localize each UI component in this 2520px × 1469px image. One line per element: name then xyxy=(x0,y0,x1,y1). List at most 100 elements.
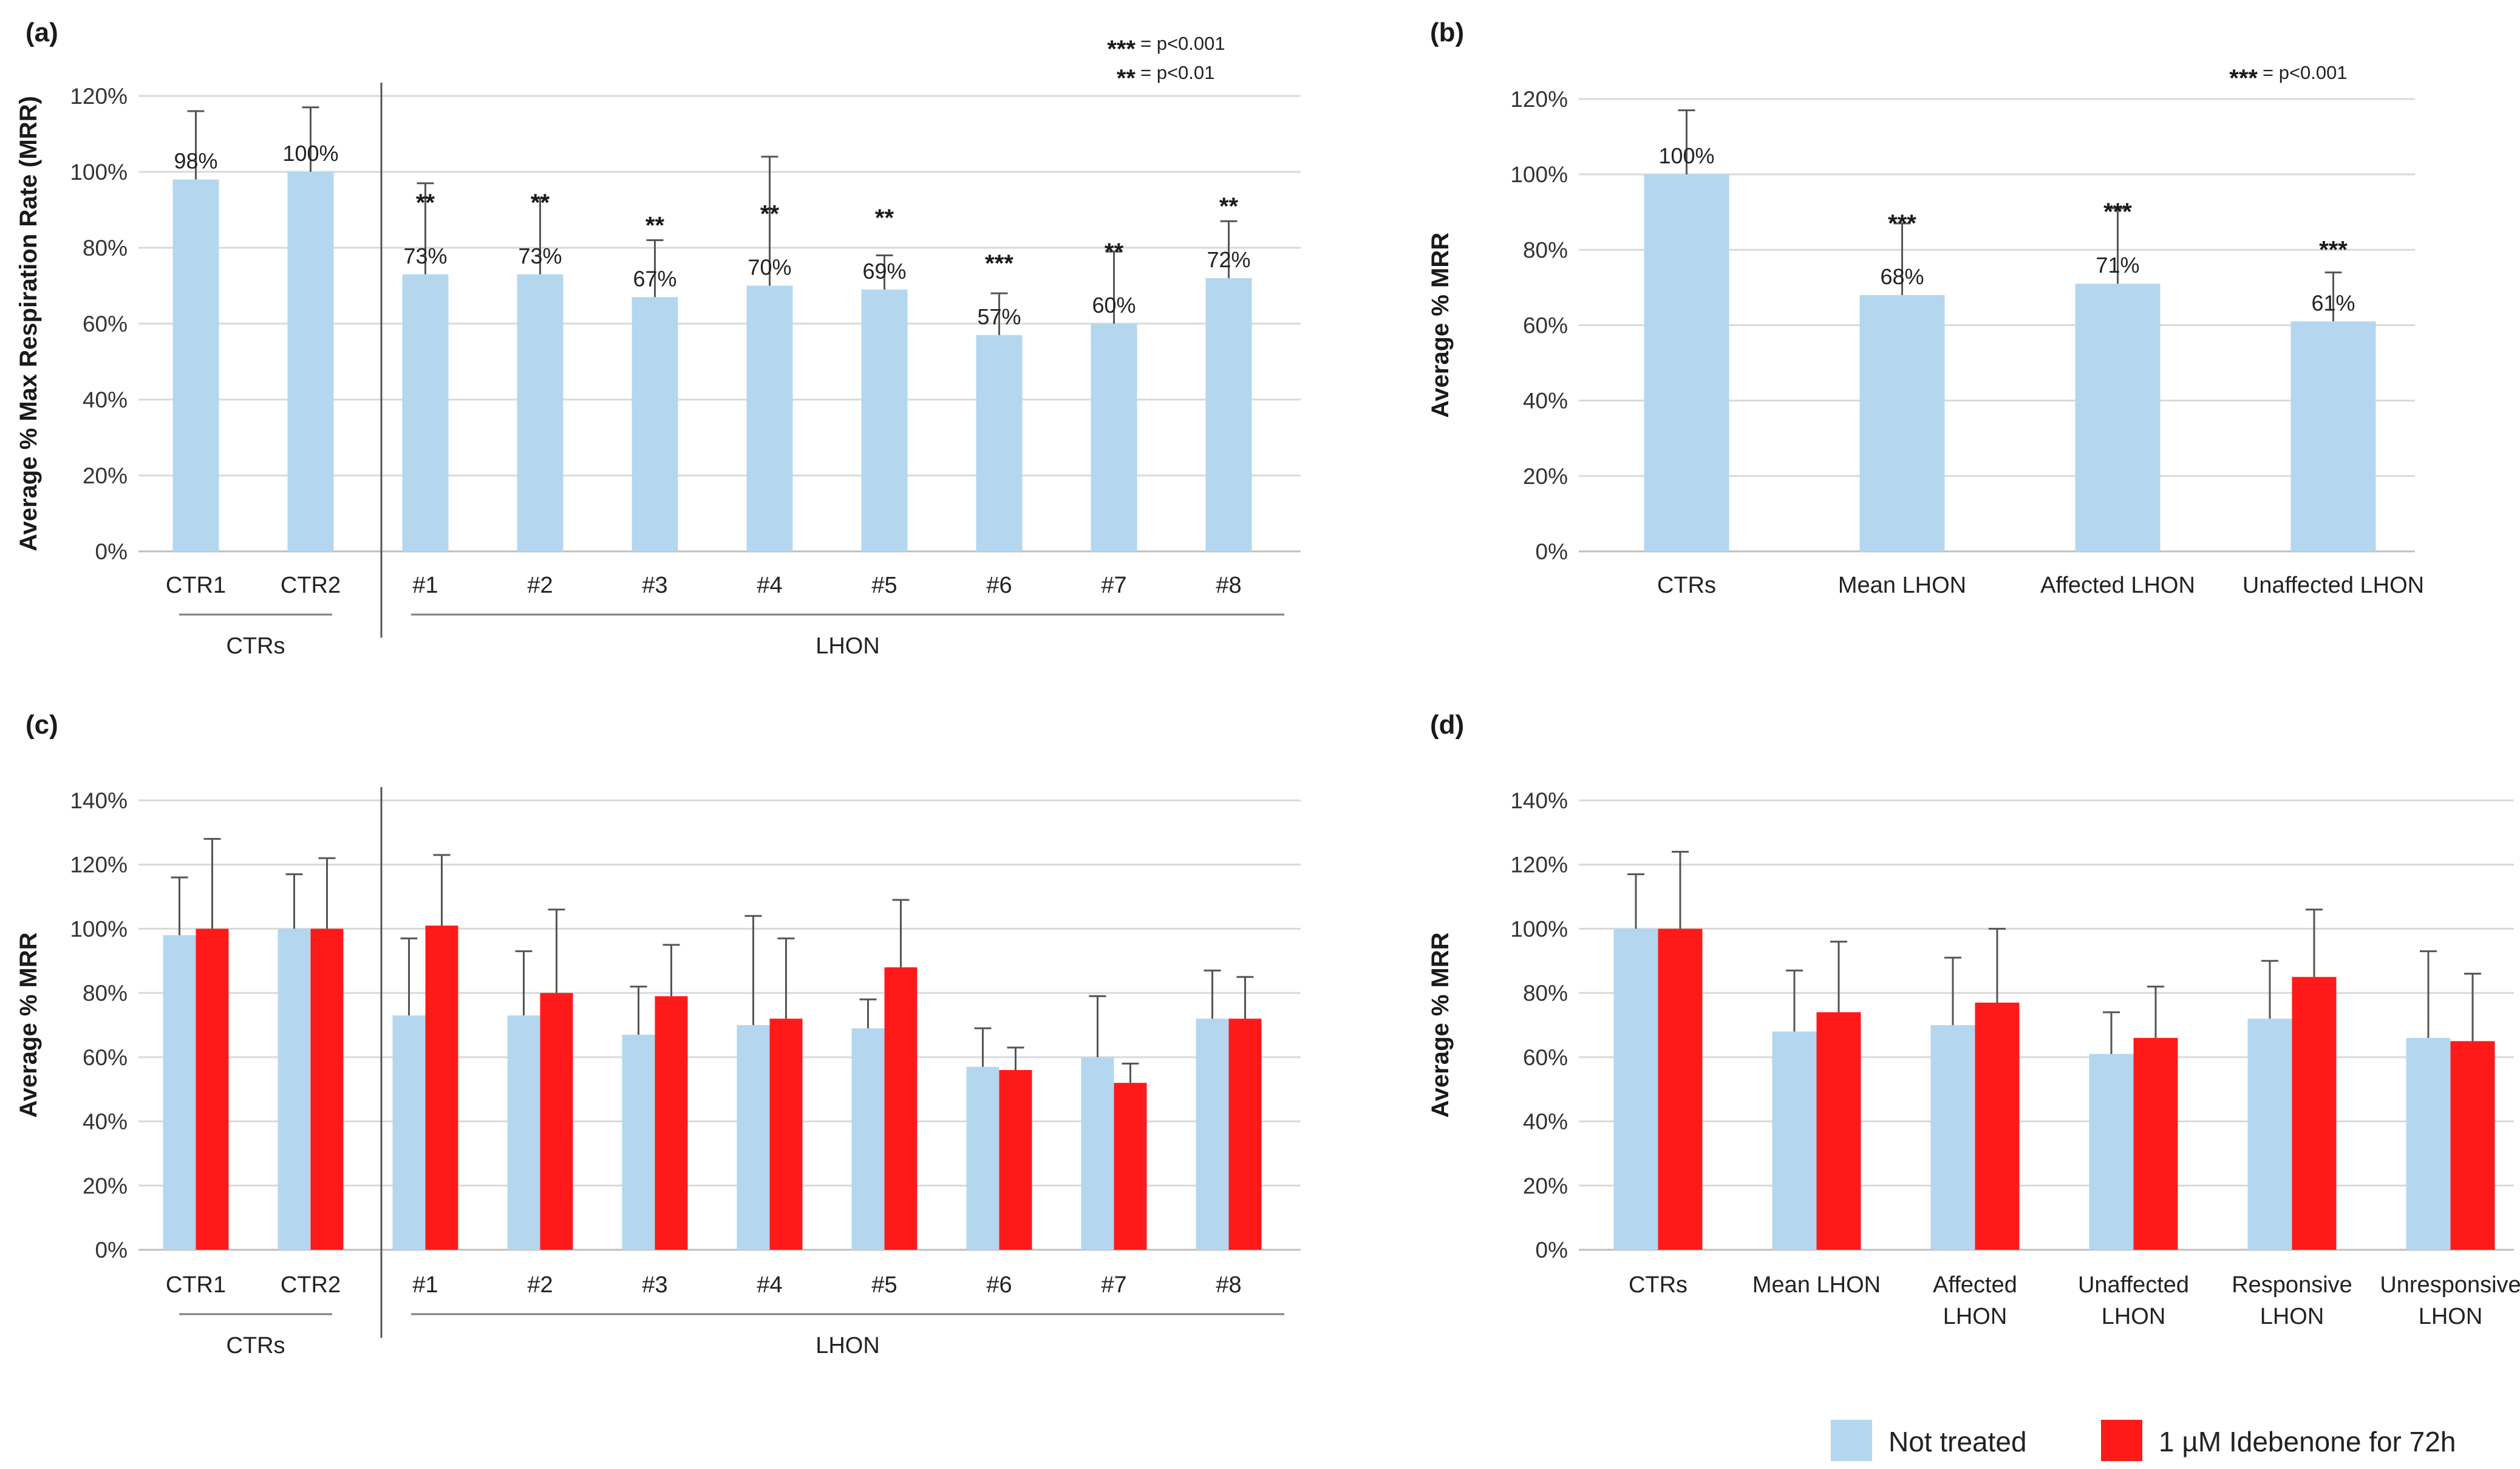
bar xyxy=(737,1025,770,1250)
significance-mark: ** xyxy=(1105,239,1124,265)
x-tick-label: Responsive LHON xyxy=(2232,1272,2352,1329)
x-tick-label: #1 xyxy=(412,573,438,598)
y-tick-label: 20% xyxy=(1523,1173,1568,1198)
bar xyxy=(622,1034,655,1250)
x-tick-label: Affected LHON xyxy=(1933,1272,2017,1329)
bar xyxy=(632,297,678,551)
bar xyxy=(540,993,573,1250)
x-tick-label: CTR2 xyxy=(281,1272,341,1298)
x-tick-label: #8 xyxy=(1216,573,1241,598)
y-tick-label: 60% xyxy=(83,1045,128,1070)
data-label: 61% xyxy=(2311,290,2355,315)
bar xyxy=(655,996,688,1250)
y-tick-label: 120% xyxy=(1510,87,1568,112)
legend-label: Not treated xyxy=(1888,1426,2027,1457)
note-text: = p<0.01 xyxy=(1140,62,1214,83)
x-tick-label: CTR1 xyxy=(166,573,226,598)
note-text: = p<0.001 xyxy=(2263,62,2348,83)
significance-mark: ** xyxy=(416,189,435,216)
bar xyxy=(2450,1041,2495,1250)
bar xyxy=(1081,1057,1114,1250)
bar xyxy=(851,1028,885,1250)
y-axis-label: Average % MRR xyxy=(1427,233,1454,418)
chart-panel-2: (b) 0% 20% 40% 60% 80% 100% 120% Average % MRR 10… xyxy=(1427,18,2424,598)
y-tick-label: 80% xyxy=(1523,981,1568,1006)
bar xyxy=(196,929,229,1250)
y-axis-label: Average % MRR xyxy=(15,932,42,1117)
x-tick-label: Mean LHON xyxy=(1752,1272,1881,1298)
bar xyxy=(517,274,564,551)
x-tick-label: #2 xyxy=(527,1272,553,1298)
significance-mark: ** xyxy=(531,189,550,216)
panel-letter: (b) xyxy=(1430,18,1464,47)
legend-swatch xyxy=(1831,1420,1872,1461)
bar xyxy=(278,929,311,1250)
x-tick-label: #5 xyxy=(871,1272,897,1298)
chart-panel-3: (c) 0% 20% 40% 60% 80% 100% 120% 140% Average % M… xyxy=(15,710,1301,1358)
y-tick-label: 80% xyxy=(83,236,128,261)
y-tick-label: 40% xyxy=(1523,389,1568,414)
significance-mark: *** xyxy=(1888,210,1916,237)
x-tick-label: #4 xyxy=(757,573,782,598)
legend-swatch xyxy=(2101,1420,2142,1461)
bar xyxy=(861,289,908,551)
y-tick-label: 40% xyxy=(83,387,128,412)
x-tick-label: Mean LHON xyxy=(1838,573,1966,598)
y-tick-label: 40% xyxy=(1523,1109,1568,1134)
x-tick-label: #2 xyxy=(527,573,553,598)
x-tick-label: #3 xyxy=(642,573,667,598)
chart-panel-4: (d) 0% 20% 40% 60% 80% 100% 120% 140% Average % M… xyxy=(1427,710,2520,1329)
x-tick-label: CTRs xyxy=(1657,573,1716,598)
bar xyxy=(507,1015,540,1250)
bar xyxy=(1196,1018,1229,1250)
y-tick-label: 120% xyxy=(1510,853,1568,878)
bar xyxy=(1975,1003,2020,1250)
x-tick-label: #4 xyxy=(757,1272,782,1298)
x-tick-label: #7 xyxy=(1101,573,1126,598)
note-stars: *** xyxy=(2229,65,2258,92)
data-label: 98% xyxy=(174,149,217,174)
y-tick-label: 80% xyxy=(83,981,128,1006)
panel-letter: (c) xyxy=(26,710,58,740)
bar xyxy=(425,925,458,1250)
legend: Not treated 1 µM Idebenone for 72h xyxy=(1831,1420,2456,1461)
bar xyxy=(884,967,918,1250)
bar xyxy=(1091,324,1137,551)
significance-mark: ** xyxy=(760,201,780,228)
y-tick-label: 0% xyxy=(1536,1238,1568,1263)
x-tick-label: #5 xyxy=(871,573,897,598)
data-label: 71% xyxy=(2096,253,2139,278)
y-tick-label: 80% xyxy=(1523,237,1568,262)
y-tick-label: 0% xyxy=(1536,539,1568,564)
x-tick-label: #3 xyxy=(642,1272,667,1298)
bar xyxy=(2292,976,2337,1250)
bar xyxy=(2075,284,2161,551)
y-tick-label: 20% xyxy=(83,1173,128,1198)
x-tick-label: CTR1 xyxy=(166,1272,226,1298)
y-tick-label: 0% xyxy=(95,1238,128,1263)
bar xyxy=(2089,1054,2134,1250)
bar xyxy=(1228,1018,1262,1250)
bar xyxy=(1772,1031,1817,1250)
bar xyxy=(1658,929,1703,1250)
y-tick-label: 100% xyxy=(70,160,128,185)
data-label: 68% xyxy=(1880,264,1924,289)
y-tick-label: 60% xyxy=(1523,1045,1568,1070)
bar xyxy=(163,935,196,1250)
x-tick-label: CTRs xyxy=(1629,1272,1687,1298)
data-label: 67% xyxy=(633,266,676,291)
y-tick-label: 120% xyxy=(70,853,128,878)
y-tick-label: 100% xyxy=(1510,916,1568,941)
x-tick-label: #6 xyxy=(986,1272,1012,1298)
y-tick-label: 100% xyxy=(70,916,128,941)
significance-mark: *** xyxy=(2319,236,2348,263)
bar xyxy=(966,1066,999,1250)
significance-mark: ** xyxy=(1219,193,1239,220)
legend-label: 1 µM Idebenone for 72h xyxy=(2159,1426,2456,1457)
x-tick-label: Affected LHON xyxy=(2040,573,2195,598)
x-tick-label: CTR2 xyxy=(281,573,341,598)
y-tick-label: 60% xyxy=(1523,313,1568,338)
y-axis-label: Average % Max Respiration Rate (MRR) xyxy=(15,96,42,551)
x-tick-label: #7 xyxy=(1101,1272,1126,1298)
bar xyxy=(1114,1083,1147,1250)
